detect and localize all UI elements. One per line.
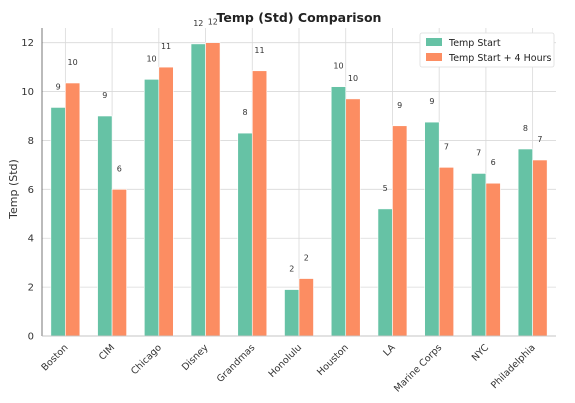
bar-temp-start-4h xyxy=(251,70,268,337)
data-label: 9 xyxy=(397,101,402,110)
x-tick-label: LA xyxy=(381,342,398,359)
legend-box xyxy=(419,32,555,68)
data-label: 9 xyxy=(56,82,61,91)
bar-temp-start xyxy=(330,86,347,337)
bar-temp-start xyxy=(237,132,253,337)
data-label: 12 xyxy=(208,18,218,27)
data-label: 12 xyxy=(193,19,203,28)
x-tick-label: Philadelphia xyxy=(489,342,538,391)
data-label: 10 xyxy=(146,54,156,63)
y-tick-label: 2 xyxy=(28,283,34,294)
y-axis-label: Temp (Std) xyxy=(7,159,20,220)
data-label: 2 xyxy=(289,265,294,274)
data-label: 10 xyxy=(348,74,358,83)
legend-swatch-temp-start xyxy=(426,38,442,46)
y-tick-label: 10 xyxy=(21,87,34,98)
bar-temp-start xyxy=(284,289,300,337)
bar-temp-start xyxy=(517,148,533,337)
data-label: 7 xyxy=(537,135,542,144)
y-tick-label: 4 xyxy=(28,234,34,245)
x-tick-label: Grandmas xyxy=(215,342,258,385)
chart-title: Temp (Std) Comparison xyxy=(217,10,382,25)
bar-temp-start-4h xyxy=(65,82,81,337)
x-tick-label: Chicago xyxy=(129,342,164,377)
x-tick-label: Disney xyxy=(180,342,211,373)
bar-temp-start-4h xyxy=(158,66,174,337)
data-label: 11 xyxy=(254,46,264,55)
y-tick-label: 12 xyxy=(21,38,34,49)
x-tick-label: Marine Corps xyxy=(392,342,444,394)
bars xyxy=(50,42,548,337)
data-label: 10 xyxy=(68,58,78,67)
bar-temp-start-4h xyxy=(345,98,361,337)
bar-temp-start xyxy=(97,115,113,337)
data-label: 10 xyxy=(333,62,343,71)
legend-label-temp-start: Temp Start xyxy=(448,38,501,49)
x-tick-label: Boston xyxy=(39,342,70,373)
bar-temp-start-4h xyxy=(392,125,408,337)
data-label: 8 xyxy=(523,124,528,133)
y-tick-label: 0 xyxy=(28,332,34,343)
bar-temp-start xyxy=(190,43,206,337)
data-label: 9 xyxy=(429,97,434,106)
data-label: 6 xyxy=(117,164,122,173)
x-tick-label: NYC xyxy=(470,342,491,363)
legend-swatch-temp-start-4h xyxy=(426,53,442,61)
y-tick-label: 6 xyxy=(28,185,34,196)
bar-temp-start-4h xyxy=(532,159,548,337)
x-tick-label: Honolulu xyxy=(267,342,305,380)
x-tick-label: Houston xyxy=(315,342,351,378)
bar-temp-start xyxy=(471,173,487,337)
bar-temp-start xyxy=(377,208,393,337)
bar-temp-start xyxy=(144,79,160,337)
y-tick-label: 8 xyxy=(28,136,34,147)
bar-temp-start-4h xyxy=(438,167,454,337)
data-label: 9 xyxy=(102,91,107,100)
data-label: 5 xyxy=(383,184,388,193)
bar-temp-start-4h xyxy=(205,42,221,337)
data-label: 6 xyxy=(491,158,496,167)
bar-temp-start xyxy=(50,107,66,337)
bar-temp-start-4h xyxy=(485,182,501,337)
data-label: 7 xyxy=(444,142,449,151)
bar-temp-start-4h xyxy=(111,189,127,337)
data-label: 2 xyxy=(304,254,309,263)
data-label: 11 xyxy=(161,42,171,51)
data-label: 7 xyxy=(476,148,481,157)
bar-temp-start-4h xyxy=(298,278,314,337)
bar-temp-start xyxy=(424,121,440,337)
data-label: 8 xyxy=(242,108,247,117)
legend-label-temp-start-4h: Temp Start + 4 Hours xyxy=(448,53,551,64)
legend: Temp Start Temp Start + 4 Hours xyxy=(419,32,555,68)
x-tick-label: CIM xyxy=(97,342,117,362)
